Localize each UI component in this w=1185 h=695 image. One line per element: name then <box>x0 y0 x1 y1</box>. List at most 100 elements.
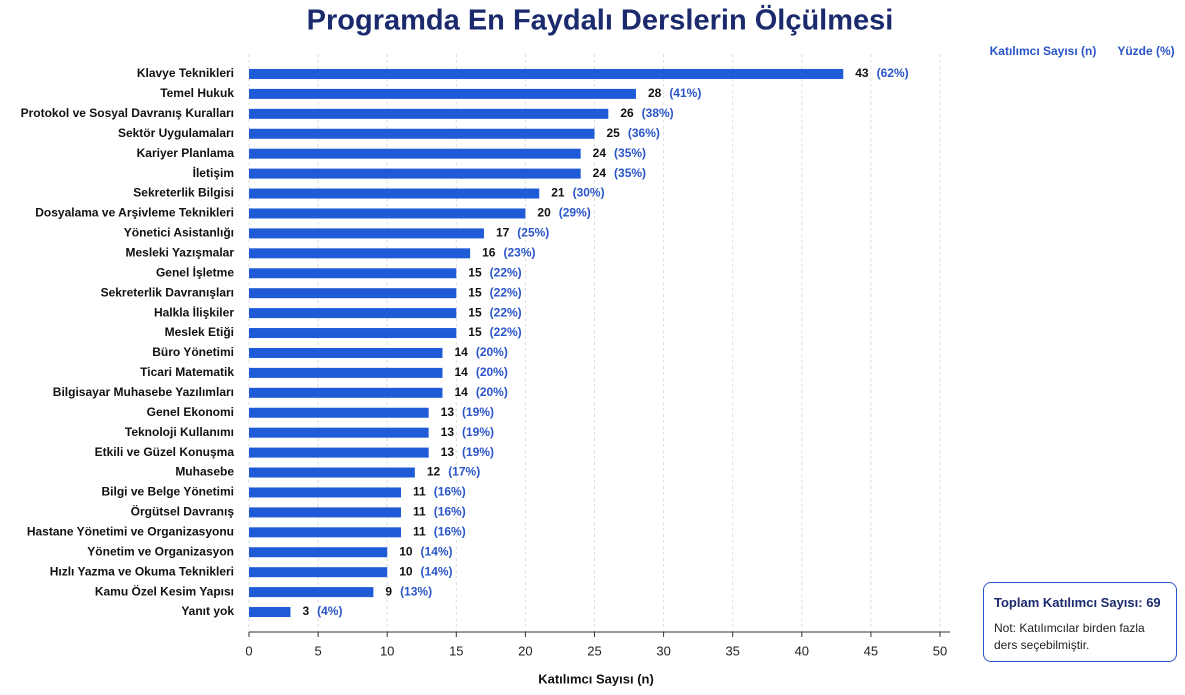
percent-label: (16%) <box>434 524 466 538</box>
bar <box>249 108 609 119</box>
value-label: 13 <box>441 445 455 459</box>
percent-label: (36%) <box>628 126 660 140</box>
value-label: 15 <box>468 305 482 319</box>
value-label: 12 <box>427 465 441 479</box>
x-tick-label: 5 <box>314 643 321 658</box>
bar <box>249 168 581 179</box>
bar <box>249 467 415 478</box>
percent-label: (29%) <box>559 206 591 220</box>
percent-label: (19%) <box>462 445 494 459</box>
y-tick-label: Kariyer Planlama <box>137 146 235 160</box>
y-tick-label: Teknoloji Kullanımı <box>125 425 234 439</box>
value-label: 24 <box>593 146 607 160</box>
note: Not: Katılımcılar birden fazla ders seçe… <box>994 621 1145 652</box>
value-label: 10 <box>399 544 413 558</box>
percent-header: Yüzde (%) <box>1117 44 1174 58</box>
bar <box>249 447 429 458</box>
bar <box>249 607 291 618</box>
percent-label: (38%) <box>642 106 674 120</box>
bar <box>249 128 595 139</box>
y-tick-label: Büro Yönetimi <box>152 345 234 359</box>
y-tick-label: Kamu Özel Kesim Yapısı <box>95 583 234 598</box>
y-tick-label: Sekreterlik Bilgisi <box>133 186 234 200</box>
bar <box>249 367 443 378</box>
value-label: 25 <box>607 126 621 140</box>
y-tick-label: Protokol ve Sosyal Davranış Kuralları <box>21 106 234 120</box>
bar <box>249 587 374 598</box>
x-tick-label: 25 <box>587 643 601 658</box>
bar <box>249 527 402 538</box>
percent-label: (22%) <box>490 325 522 339</box>
x-tick-label: 10 <box>380 643 394 658</box>
y-tick-label: Bilgi ve Belge Yönetimi <box>102 485 234 499</box>
bar <box>249 268 457 279</box>
y-tick-label: Yönetici Asistanlığı <box>124 226 234 240</box>
bar <box>249 288 457 299</box>
y-tick-label: Mesleki Yazışmalar <box>125 245 234 259</box>
y-tick-label: Ticari Matematik <box>140 365 234 379</box>
y-tick-label: Sekreterlik Davranışları <box>101 285 234 299</box>
value-label: 3 <box>302 604 309 618</box>
bar <box>249 188 540 199</box>
percent-label: (35%) <box>614 166 646 180</box>
percent-label: (13%) <box>400 584 432 598</box>
y-tick-label: Temel Hukuk <box>160 86 234 100</box>
y-tick-label: Hastane Yönetimi ve Organizasyonu <box>27 524 234 538</box>
percent-label: (22%) <box>490 285 522 299</box>
value-label: 17 <box>496 226 510 240</box>
bar <box>249 507 402 518</box>
percent-label: (25%) <box>517 226 549 240</box>
percent-label: (20%) <box>476 345 508 359</box>
value-label: 20 <box>537 206 551 220</box>
y-tick-label: Sektör Uygulamaları <box>118 126 234 140</box>
y-tick-label: Halkla İlişkiler <box>154 304 234 319</box>
percent-label: (41%) <box>669 86 701 100</box>
value-label: 14 <box>454 365 468 379</box>
y-tick-label: Yanıt yok <box>181 604 234 618</box>
value-label: 10 <box>399 564 413 578</box>
x-axis-label: Katılımcı Sayısı (n) <box>538 671 654 686</box>
y-tick-label: Örgütsel Davranış <box>131 504 235 519</box>
bar <box>249 308 457 319</box>
bar <box>249 427 429 438</box>
value-label: 14 <box>454 345 468 359</box>
bar <box>249 407 429 418</box>
bar <box>249 567 388 578</box>
percent-label: (16%) <box>434 505 466 519</box>
bar <box>249 208 526 219</box>
y-tick-label: İletişim <box>193 165 234 180</box>
bar <box>249 487 402 498</box>
bar <box>249 148 581 159</box>
percent-label: (4%) <box>317 604 342 618</box>
y-tick-label: Genel Ekonomi <box>147 405 234 419</box>
percent-label: (19%) <box>462 405 494 419</box>
percent-label: (22%) <box>490 265 522 279</box>
value-label: 11 <box>413 485 426 499</box>
percent-label: (30%) <box>573 186 605 200</box>
value-label: 13 <box>441 425 455 439</box>
x-tick-label: 20 <box>518 643 532 658</box>
percent-label: (35%) <box>614 146 646 160</box>
bar <box>249 248 471 259</box>
bar <box>249 228 484 239</box>
bar <box>249 347 443 358</box>
bar <box>249 328 457 339</box>
percent-label: (23%) <box>503 245 535 259</box>
summary-box: Toplam Katılımcı Sayısı: 69 Not: Katılım… <box>983 582 1177 662</box>
value-label: 21 <box>551 186 565 200</box>
x-tick-label: 40 <box>795 643 809 658</box>
bar <box>249 547 388 558</box>
percent-label: (19%) <box>462 425 494 439</box>
value-label: 28 <box>648 86 662 100</box>
y-tick-label: Yönetim ve Organizasyon <box>87 544 234 558</box>
percent-label: (14%) <box>421 544 453 558</box>
y-tick-label: Etkili ve Güzel Konuşma <box>95 445 235 459</box>
x-tick-label: 0 <box>245 643 252 658</box>
value-label: 43 <box>855 66 869 80</box>
x-tick-label: 45 <box>864 643 878 658</box>
value-label: 14 <box>454 385 468 399</box>
y-tick-label: Bilgisayar Muhasebe Yazılımları <box>53 385 234 399</box>
percent-label: (20%) <box>476 385 508 399</box>
